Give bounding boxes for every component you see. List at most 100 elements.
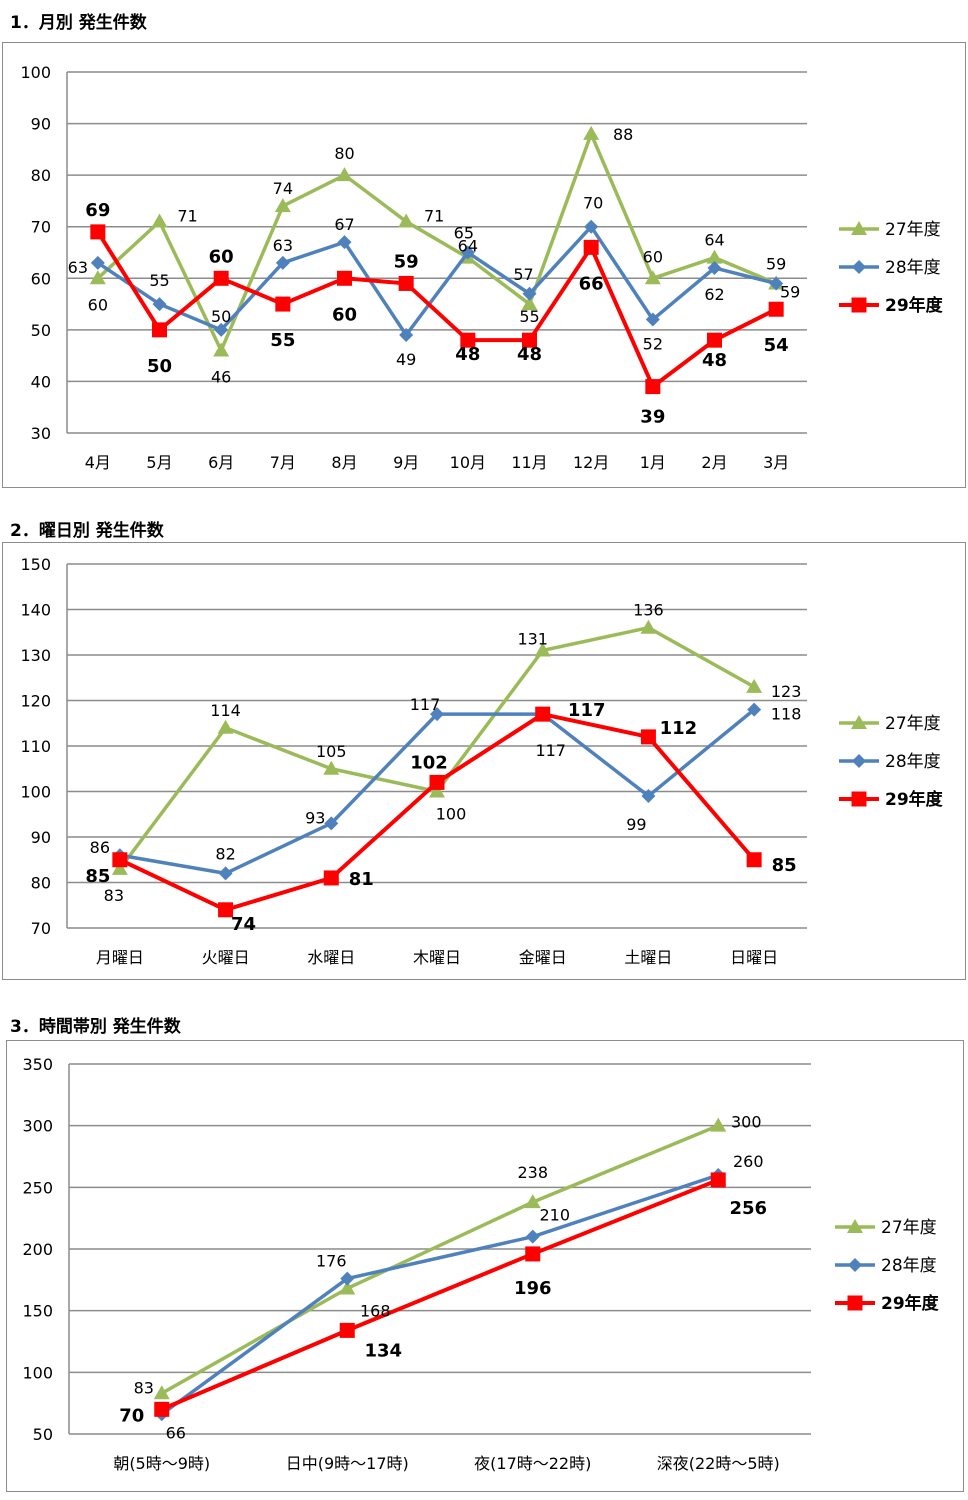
data-label: 71 <box>177 207 197 226</box>
x-tick-label: 朝(5時～9時) <box>113 1454 210 1473</box>
legend-marker <box>847 1219 863 1233</box>
data-point <box>746 852 762 868</box>
data-point <box>336 167 353 182</box>
data-point <box>640 729 656 745</box>
chart-3-svg: 50 100 150 200 250 300 350 朝(5時～9時) 日中(9時～17時) 夜(… <box>22 1055 940 1473</box>
legend-label: 27年度 <box>881 1218 937 1238</box>
data-point <box>746 678 763 693</box>
data-point <box>524 1194 541 1209</box>
data-label: 105 <box>316 742 347 761</box>
data-point <box>430 707 444 722</box>
legend-marker <box>851 221 867 235</box>
data-point <box>460 245 475 260</box>
legend-label: 29年度 <box>885 295 944 316</box>
data-point <box>768 301 784 317</box>
data-label: 99 <box>626 815 646 834</box>
data-label: 117 <box>535 741 566 760</box>
data-label: 112 <box>660 718 698 739</box>
data-point <box>584 219 599 234</box>
y-tick-label: 40 <box>31 372 51 391</box>
series-29年度 <box>154 1172 726 1417</box>
x-tick-label: 5月 <box>146 453 172 472</box>
y-tick-label: 100 <box>20 783 51 802</box>
data-point <box>151 213 168 228</box>
legend-marker <box>852 260 866 274</box>
x-tick-label: 月曜日 <box>96 948 144 967</box>
data-label: 83 <box>134 1378 154 1397</box>
data-point <box>111 860 128 875</box>
data-point <box>707 332 722 348</box>
y-tick-label: 200 <box>22 1240 53 1259</box>
data-point <box>747 702 762 717</box>
data-label: 74 <box>231 914 256 935</box>
data-point <box>324 816 339 831</box>
data-point <box>641 789 656 804</box>
x-tick-label: 木曜日 <box>413 948 461 967</box>
data-label: 49 <box>396 350 416 369</box>
data-label: 48 <box>455 344 480 365</box>
legend-entry: 28年度 <box>839 258 941 278</box>
y-tick-label: 70 <box>31 218 51 237</box>
data-label: 80 <box>334 144 354 163</box>
data-label: 70 <box>583 194 603 213</box>
legend-entry: 27年度 <box>839 714 941 734</box>
legend-label: 29年度 <box>885 789 944 810</box>
legend-entry: 28年度 <box>835 1256 937 1276</box>
data-point <box>337 235 352 250</box>
data-point <box>339 1322 355 1338</box>
legend-entry: 29年度 <box>835 1293 940 1314</box>
data-label: 131 <box>517 629 548 648</box>
legend-marker <box>851 715 867 729</box>
data-point <box>213 270 229 286</box>
y-tick-label: 100 <box>22 1363 53 1382</box>
y-tick-label: 90 <box>31 115 51 134</box>
legend-entry: 29年度 <box>839 789 944 810</box>
data-point <box>583 125 600 140</box>
data-label: 260 <box>733 1152 764 1171</box>
data-label: 54 <box>764 335 789 356</box>
data-label: 63 <box>273 236 293 255</box>
legend-entry: 29年度 <box>839 295 944 316</box>
series-27年度 <box>111 619 763 875</box>
data-point <box>534 642 551 657</box>
y-tick-label: 80 <box>31 874 51 893</box>
y-tick-label: 350 <box>22 1055 53 1074</box>
data-point <box>460 332 476 348</box>
chart-3-box: 50 100 150 200 250 300 350 朝(5時～9時) 日中(9時～17時) 夜(… <box>6 1040 964 1492</box>
data-label: 168 <box>360 1301 391 1320</box>
data-label: 66 <box>579 273 604 294</box>
data-point <box>429 774 445 790</box>
data-point <box>522 332 537 348</box>
chart-1-svg: 30 40 50 60 70 80 90 100 4月 5月 6月 7月 8月 9月 10月 11月 12月 1月… <box>20 63 944 472</box>
data-label: 64 <box>458 237 478 256</box>
legend-marker <box>851 297 867 313</box>
y-tick-label: 50 <box>31 321 51 340</box>
series-28年度 <box>154 1168 726 1422</box>
x-tick-label: 夜(17時～22時) <box>474 1454 591 1473</box>
y-tick-label: 90 <box>31 828 51 847</box>
data-point <box>535 706 551 722</box>
y-tick-label: 300 <box>22 1117 53 1136</box>
x-tick-label: 3月 <box>763 453 789 472</box>
data-label: 66 <box>166 1423 186 1442</box>
data-point <box>769 276 784 291</box>
data-label: 70 <box>119 1405 144 1426</box>
data-point <box>644 270 661 285</box>
data-point <box>522 286 537 301</box>
series-29年度 <box>112 706 762 918</box>
data-label: 300 <box>731 1113 762 1132</box>
data-label: 85 <box>772 855 797 876</box>
data-label: 67 <box>334 215 354 234</box>
x-tick-label: 金曜日 <box>519 948 567 967</box>
x-tick-label: 土曜日 <box>624 948 672 967</box>
data-point <box>525 1229 540 1244</box>
data-point <box>152 297 167 312</box>
data-label: 55 <box>270 330 295 351</box>
legend-marker <box>847 1295 863 1311</box>
data-label: 64 <box>704 231 724 250</box>
data-point <box>706 249 723 264</box>
y-tick-label: 140 <box>20 601 51 620</box>
data-label: 102 <box>410 752 448 773</box>
y-tick-label: 250 <box>22 1178 53 1197</box>
